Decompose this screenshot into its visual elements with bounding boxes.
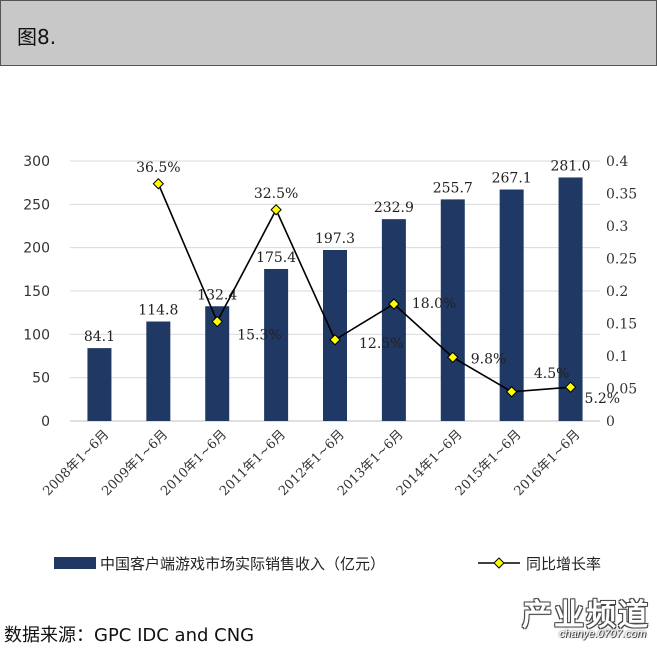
growth-data-label: 36.5% bbox=[136, 160, 180, 176]
bar-data-label: 84.1 bbox=[84, 329, 115, 345]
watermark-sub: chanye.0707.com bbox=[559, 628, 646, 640]
figure-header: 图8. bbox=[0, 0, 657, 66]
bar bbox=[146, 321, 171, 421]
watermark-logo: 产业频道 chanye.0707.com bbox=[510, 590, 650, 646]
y-left-tick-label: 50 bbox=[32, 371, 50, 387]
y-left-tick-label: 100 bbox=[23, 327, 50, 343]
bar-data-label: 267.1 bbox=[492, 171, 532, 187]
bar-data-label: 175.4 bbox=[256, 250, 296, 266]
y-right-tick-label: 0.3 bbox=[606, 219, 628, 235]
growth-data-label: 32.5% bbox=[254, 186, 298, 202]
y-right-tick-label: 0.15 bbox=[606, 317, 637, 333]
y-right-tick-label: 0 bbox=[606, 414, 615, 430]
growth-data-label: 12.5% bbox=[359, 336, 403, 352]
legend-label-line: 同比增长率 bbox=[526, 555, 601, 573]
watermark-main: 产业频道 bbox=[522, 598, 650, 633]
figure-title: 图8. bbox=[17, 25, 57, 49]
y-right-tick-label: 0.05 bbox=[606, 382, 637, 398]
y-right-tick-label: 0.35 bbox=[606, 187, 637, 203]
bar bbox=[440, 199, 465, 421]
combo-chart: 0 50 100 150 200 250 300 0 0.05 0.1 0.15 0.2 0.25 0.3… bbox=[23, 154, 637, 573]
bar bbox=[87, 348, 112, 421]
y-right-tick-label: 0.25 bbox=[606, 252, 637, 268]
bar-data-label: 197.3 bbox=[315, 231, 355, 247]
growth-marker bbox=[564, 381, 577, 393]
y-left-tick-label: 200 bbox=[23, 241, 50, 257]
growth-marker bbox=[388, 298, 400, 310]
growth-data-label: 5.2% bbox=[585, 391, 621, 407]
y-left-tick-label: 0 bbox=[41, 414, 50, 430]
growth-marker bbox=[447, 351, 459, 364]
growth-data-label: 4.5% bbox=[534, 366, 570, 382]
bar-data-label: 281.0 bbox=[551, 158, 591, 174]
legend-swatch-bar bbox=[54, 557, 96, 569]
bar bbox=[499, 189, 524, 421]
growth-line bbox=[157, 183, 571, 393]
y-left-tick-label: 250 bbox=[23, 197, 50, 213]
data-source: 数据来源：GPC IDC and CNG bbox=[4, 625, 255, 646]
y-right-tick-label: 0.2 bbox=[606, 284, 628, 300]
y-left-tick-label: 300 bbox=[23, 154, 50, 170]
bar bbox=[264, 268, 289, 421]
y-right-tick-label: 0.1 bbox=[606, 349, 628, 365]
bar bbox=[381, 219, 406, 421]
growth-marker bbox=[211, 315, 223, 328]
growth-data-label: 15.3% bbox=[237, 328, 281, 344]
bar bbox=[558, 177, 583, 421]
growth-marker bbox=[152, 178, 165, 190]
growth-data-label: 9.8% bbox=[471, 351, 507, 367]
legend-label-bar: 中国客户端游戏市场实际销售收入（亿元） bbox=[100, 555, 385, 573]
growth-marker bbox=[505, 386, 518, 398]
growth-data-label: 18.0% bbox=[412, 296, 456, 312]
bar-data-label: 114.8 bbox=[138, 303, 178, 319]
y-right-tick-label: 0.4 bbox=[606, 154, 628, 170]
bar-data-label: 232.9 bbox=[374, 200, 414, 216]
growth-marker bbox=[329, 334, 341, 346]
bar-data-label: 255.7 bbox=[433, 180, 473, 196]
growth-marker bbox=[270, 204, 282, 216]
y-left-tick-label: 150 bbox=[23, 284, 50, 300]
legend-swatch-marker bbox=[493, 557, 505, 569]
